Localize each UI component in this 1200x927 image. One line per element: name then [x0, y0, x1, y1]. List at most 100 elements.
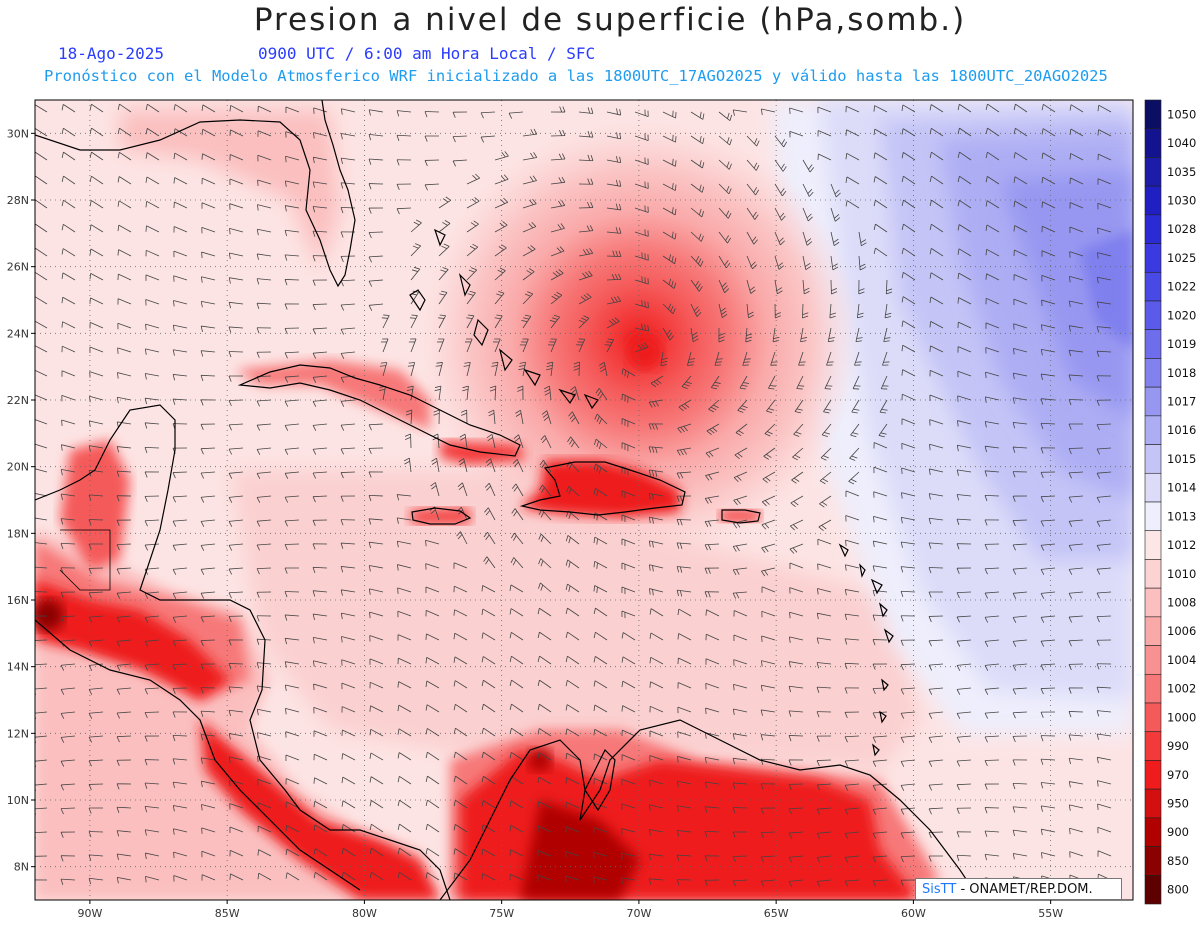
wind-barb — [144, 471, 160, 478]
wind-barb — [144, 805, 160, 813]
wind-barb — [144, 829, 160, 836]
wind-barb — [788, 661, 804, 668]
wind-barb — [172, 374, 188, 381]
wind-barb — [173, 152, 188, 161]
wind-barb — [1041, 250, 1056, 257]
wind-barb — [732, 567, 748, 576]
wind-barb — [1040, 519, 1056, 527]
wind-barb — [687, 351, 696, 366]
wind-barb — [883, 327, 891, 343]
wind-barb — [816, 831, 832, 839]
wind-barb — [538, 582, 552, 593]
wind-barb — [35, 419, 48, 425]
wind-barb — [845, 176, 860, 185]
wind-barb — [509, 608, 524, 617]
wind-barb — [578, 225, 594, 233]
wind-barb — [1041, 201, 1056, 209]
wind-barb — [677, 682, 692, 689]
wind-barb — [760, 855, 776, 863]
colorbar-label: 970 — [1167, 768, 1189, 782]
wind-barb — [228, 471, 244, 479]
wind-barb — [928, 663, 944, 671]
wind-barb — [1068, 349, 1084, 357]
wind-barb — [718, 135, 732, 146]
wind-barb — [425, 563, 440, 570]
wind-barb — [802, 303, 809, 319]
wind-barb — [1096, 375, 1112, 382]
wind-barb — [901, 152, 916, 161]
wind-barb — [229, 178, 244, 186]
wind-barb — [710, 375, 721, 390]
wind-barb — [788, 879, 804, 887]
wind-barb — [901, 175, 916, 185]
wind-barb — [746, 255, 758, 270]
wind-barb — [621, 393, 636, 403]
wind-barb — [929, 419, 944, 426]
wind-barb — [144, 852, 160, 860]
wind-barb — [369, 847, 384, 857]
wind-barb — [621, 632, 636, 641]
wind-barb — [774, 255, 784, 270]
wind-barb — [453, 680, 468, 689]
wind-barb — [900, 639, 916, 646]
wind-barb — [789, 543, 804, 554]
wind-barb — [494, 314, 503, 329]
wind-barb — [284, 375, 300, 383]
wind-barb — [792, 447, 804, 461]
wind-barb — [676, 830, 692, 837]
wind-barb — [312, 206, 328, 213]
wind-barb — [1012, 422, 1028, 429]
wind-barb — [1040, 828, 1056, 836]
wind-barb — [901, 393, 916, 401]
wind-barb — [117, 273, 132, 281]
lon-tick-label: 85W — [215, 907, 240, 920]
wind-barb — [228, 351, 244, 358]
colorbar-swatch — [1144, 501, 1162, 532]
wind-barb — [537, 728, 552, 737]
wind-barb — [340, 589, 356, 596]
wind-barb — [677, 608, 692, 617]
colorbar-swatch — [1144, 185, 1162, 216]
wind-barb — [708, 399, 720, 413]
wind-barb — [117, 249, 132, 257]
wind-barb — [368, 109, 384, 116]
wind-barb — [144, 422, 160, 429]
wind-barb — [200, 374, 216, 382]
wind-barb — [89, 103, 104, 113]
wind-barb — [60, 783, 76, 791]
wind-barb — [760, 783, 776, 790]
wind-barb — [341, 847, 356, 857]
wind-barb — [522, 221, 537, 233]
wind-barb — [88, 591, 104, 599]
wind-barb — [648, 804, 664, 811]
wind-barb — [341, 753, 356, 761]
lon-tick-label: 55W — [1038, 907, 1063, 920]
wind-barb — [593, 753, 608, 761]
wind-barb — [257, 755, 272, 762]
wind-barb — [649, 755, 664, 762]
wind-barb — [313, 800, 328, 809]
wind-barb — [117, 103, 132, 113]
colorbar-swatch — [1144, 271, 1162, 302]
wind-barb — [117, 347, 132, 354]
wind-barb — [425, 586, 440, 594]
wind-barb — [873, 516, 888, 523]
wind-barb — [704, 567, 720, 574]
wind-barb — [872, 735, 888, 743]
wind-barb — [313, 132, 328, 139]
wind-barb — [60, 493, 76, 500]
wind-barb — [879, 399, 888, 414]
wind-barb — [435, 362, 443, 377]
wind-barb — [714, 351, 723, 366]
wind-barb — [985, 347, 1000, 354]
wind-barb — [718, 159, 732, 170]
wind-barb — [565, 875, 580, 883]
wind-barb — [621, 490, 636, 499]
wind-barb — [61, 127, 76, 137]
wind-barb — [1068, 519, 1084, 527]
wind-barb — [1069, 827, 1084, 835]
wind-barb — [368, 279, 384, 287]
graticule — [35, 100, 1133, 900]
wind-barb — [1013, 127, 1028, 137]
colorbar-swatch — [1144, 214, 1162, 244]
